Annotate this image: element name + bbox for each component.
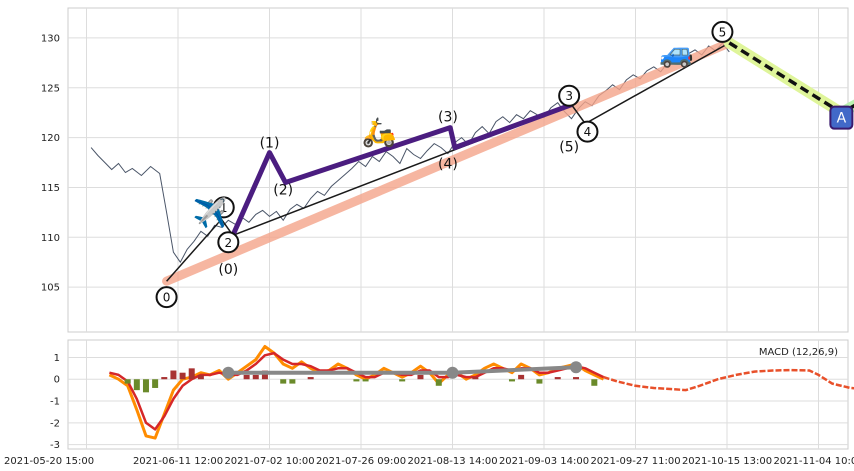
macd-histogram-bar	[591, 379, 598, 386]
macd-series	[108, 345, 854, 440]
macd-histogram-bar	[573, 377, 580, 380]
price-y-tick-label: 120	[41, 133, 60, 144]
car-icon: 🚙	[659, 36, 694, 69]
macd-histogram-bar	[161, 377, 168, 380]
macd-y-tick-label: -1	[50, 397, 60, 408]
emoji-markers: ✈️ 🛵 🚙	[193, 36, 695, 230]
wave-label-text: (5)	[559, 140, 579, 156]
wave-label-text: (3)	[438, 110, 458, 126]
wave-label-text: (4)	[438, 157, 458, 173]
x-tick-label: 2021-05-20 15:00	[4, 456, 94, 467]
trend-channel	[162, 38, 734, 286]
macd-divergence-point	[446, 366, 459, 379]
price-y-tick-label: 125	[41, 83, 60, 94]
x-tick-label: 2021-08-13 14:00	[407, 456, 497, 467]
wave-label-text: (1)	[260, 136, 280, 152]
wave-label-text: A	[837, 111, 847, 127]
macd-histogram-bar	[435, 379, 442, 386]
macd-y-tick-label: 0	[54, 375, 60, 386]
macd-histogram-bar	[188, 368, 195, 380]
macd-histogram-bar	[133, 379, 140, 391]
x-tick-label: 2021-09-03 14:00	[499, 456, 589, 467]
macd-y-axis: -3 -2 -1 0 1	[50, 353, 60, 451]
macd-divergence-point	[570, 361, 583, 374]
macd-histogram-bar	[289, 379, 296, 384]
macd-histogram-bar	[518, 374, 525, 380]
wave-label-text: (2)	[273, 182, 293, 198]
macd-histogram-bar	[252, 374, 259, 380]
wave-label-text: 0	[163, 291, 171, 305]
airplane-icon: ✈️	[193, 195, 228, 229]
macd-y-tick-label: -2	[50, 418, 60, 429]
macd-histogram-bar	[261, 370, 268, 380]
macd-histogram-bar	[307, 377, 314, 380]
x-tick-label: 2021-07-02 10:00	[224, 456, 314, 467]
wave-label-box	[829, 105, 854, 130]
price-series	[90, 37, 854, 286]
x-tick-label: 2021-06-11 12:00	[133, 456, 223, 467]
macd-histogram-bar	[170, 370, 177, 380]
wave-label-circle	[217, 231, 240, 254]
x-axis: 2021-05-20 15:00 2021-06-11 12:00 2021-07-…	[4, 456, 854, 467]
price-y-tick-label: 130	[41, 33, 60, 44]
wave-label-text: 4	[584, 125, 592, 139]
macd-projection-line	[603, 368, 854, 392]
macd-histogram-bar	[508, 379, 515, 382]
scooter-icon: 🛵	[362, 116, 397, 149]
wave-label-text: 1	[220, 201, 228, 215]
macd-histogram-bar	[179, 372, 186, 380]
macd-panel-background	[67, 339, 849, 450]
x-tick-label: 2021-07-26 09:00	[316, 456, 406, 467]
price-panel: 105 110 115 120 125 130 0 1 2 3 4 5 (0) (1) (2) (3) (4)…	[41, 7, 854, 333]
macd-y-tick-label: -3	[50, 440, 60, 451]
macd-histogram-bar	[362, 379, 369, 382]
wave-label-circle	[155, 286, 178, 309]
price-y-axis: 105 110 115 120 125 130	[41, 33, 60, 293]
macd-histogram-bar	[554, 377, 561, 380]
wave-label-circle	[711, 20, 734, 43]
price-panel-background	[67, 7, 849, 333]
macd-legend-title: MACD (12,26,9)	[759, 347, 838, 358]
wave-label-text: 2	[225, 236, 233, 250]
macd-histogram-bar	[280, 379, 287, 384]
macd-histogram-bar	[536, 379, 543, 384]
wave-label-text: (0)	[218, 262, 238, 278]
macd-histogram-bar	[197, 374, 204, 380]
price-y-tick-label: 105	[41, 283, 60, 294]
major-wave-path	[166, 42, 730, 282]
x-tick-label: 2021-09-27 11:00	[590, 456, 680, 467]
wave-label-circle	[558, 84, 581, 107]
macd-histogram-bar	[399, 379, 406, 382]
macd-panel: -3 -2 -1 0 1 MACD (12,26,9)	[50, 339, 854, 451]
macd-histogram-bar	[417, 374, 424, 380]
wave-label-text: 3	[565, 89, 573, 103]
x-tick-label: 2021-11-04 10:00	[773, 456, 854, 467]
macd-y-tick-label: 1	[54, 353, 60, 364]
price-grid	[68, 8, 848, 332]
wave-label-circle	[212, 196, 235, 219]
macd-divergence-point	[222, 366, 235, 379]
wave-label-circle	[576, 120, 599, 143]
macd-histogram-bar	[472, 377, 479, 380]
macd-histogram-bar	[142, 379, 149, 393]
price-y-tick-label: 110	[41, 233, 60, 244]
macd-histogram-bar	[124, 379, 131, 384]
macd-histogram-bar	[152, 379, 159, 388]
minor-wave-path	[230, 102, 573, 237]
x-tick-label: 2021-10-15 13:00	[682, 456, 772, 467]
price-y-tick-label: 115	[41, 183, 60, 194]
wave-label-text: 5	[719, 25, 727, 39]
macd-histogram-bar	[353, 379, 360, 382]
macd-histogram-bar	[243, 374, 250, 380]
